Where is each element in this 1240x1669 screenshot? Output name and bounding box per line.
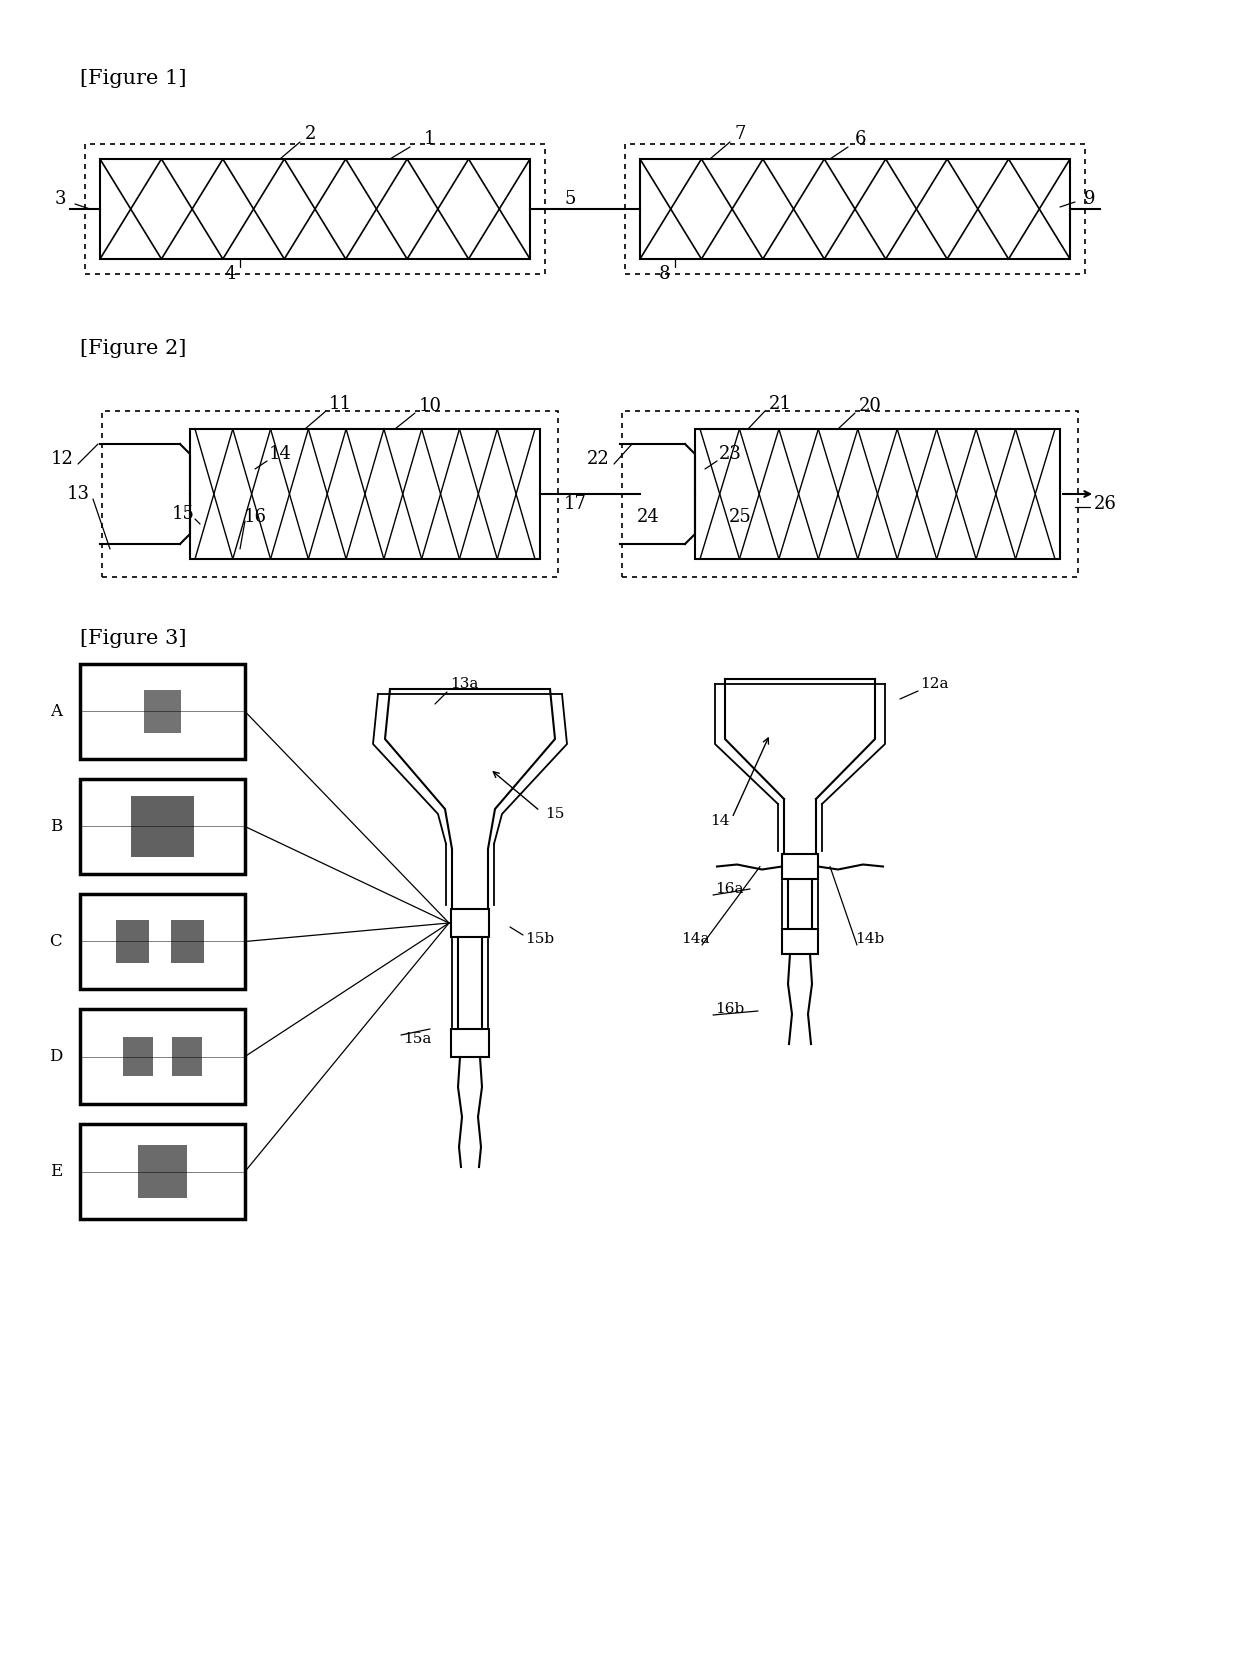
Text: 2: 2	[304, 125, 316, 144]
Text: 17: 17	[563, 496, 587, 512]
Text: 12: 12	[51, 451, 73, 467]
Bar	[138, 1145, 187, 1198]
Text: 16a: 16a	[715, 881, 744, 896]
Text: B: B	[50, 818, 62, 834]
Text: 14b: 14b	[856, 931, 884, 946]
Bar	[81, 664, 246, 759]
Bar	[102, 411, 558, 577]
Text: 4: 4	[224, 265, 236, 284]
Text: 23: 23	[718, 446, 742, 462]
Text: 16b: 16b	[715, 1001, 744, 1016]
Text: 15: 15	[171, 506, 195, 522]
Bar	[640, 159, 1070, 259]
Text: 26: 26	[1094, 496, 1116, 512]
Text: D: D	[48, 1048, 62, 1065]
Bar	[171, 920, 203, 963]
Bar	[451, 1030, 489, 1056]
Text: 25: 25	[729, 507, 751, 526]
Text: 8: 8	[660, 265, 671, 284]
Text: 13a: 13a	[450, 678, 479, 691]
Bar	[100, 159, 529, 259]
Text: 3: 3	[55, 190, 66, 209]
Bar	[625, 144, 1085, 274]
Text: [Figure 3]: [Figure 3]	[81, 629, 186, 649]
Text: 14a: 14a	[681, 931, 709, 946]
Text: 1: 1	[424, 130, 435, 149]
Bar	[131, 796, 193, 858]
Bar	[86, 144, 546, 274]
Text: 15b: 15b	[525, 931, 554, 946]
Text: 15: 15	[546, 808, 564, 821]
Bar	[81, 779, 246, 875]
Bar	[144, 689, 181, 733]
Bar	[622, 411, 1078, 577]
Text: E: E	[50, 1163, 62, 1180]
Text: 20: 20	[858, 397, 882, 416]
Text: 21: 21	[769, 396, 791, 412]
Text: 14: 14	[269, 446, 291, 462]
Bar	[123, 1036, 153, 1077]
Text: 24: 24	[636, 507, 660, 526]
Text: 11: 11	[329, 396, 351, 412]
Text: 10: 10	[419, 397, 441, 416]
Text: 7: 7	[734, 125, 745, 144]
Text: [Figure 2]: [Figure 2]	[81, 339, 186, 359]
Text: C: C	[50, 933, 62, 950]
Bar	[694, 429, 1060, 559]
Text: [Figure 1]: [Figure 1]	[81, 70, 186, 88]
Bar	[117, 920, 149, 963]
Bar	[190, 429, 539, 559]
Text: 13: 13	[67, 486, 89, 502]
Text: 16: 16	[243, 507, 267, 526]
Text: 5: 5	[564, 190, 575, 209]
Text: 12a: 12a	[920, 678, 949, 691]
Bar	[172, 1036, 202, 1077]
Text: 9: 9	[1084, 190, 1096, 209]
Bar	[81, 895, 246, 990]
Text: 14: 14	[711, 814, 730, 828]
Bar	[451, 910, 489, 936]
Bar	[81, 1123, 246, 1218]
Text: A: A	[50, 703, 62, 719]
Bar	[782, 855, 818, 880]
Text: 15a: 15a	[403, 1031, 432, 1046]
Bar	[782, 930, 818, 955]
Text: 6: 6	[854, 130, 866, 149]
Text: 22: 22	[587, 451, 609, 467]
Bar	[81, 1010, 246, 1103]
